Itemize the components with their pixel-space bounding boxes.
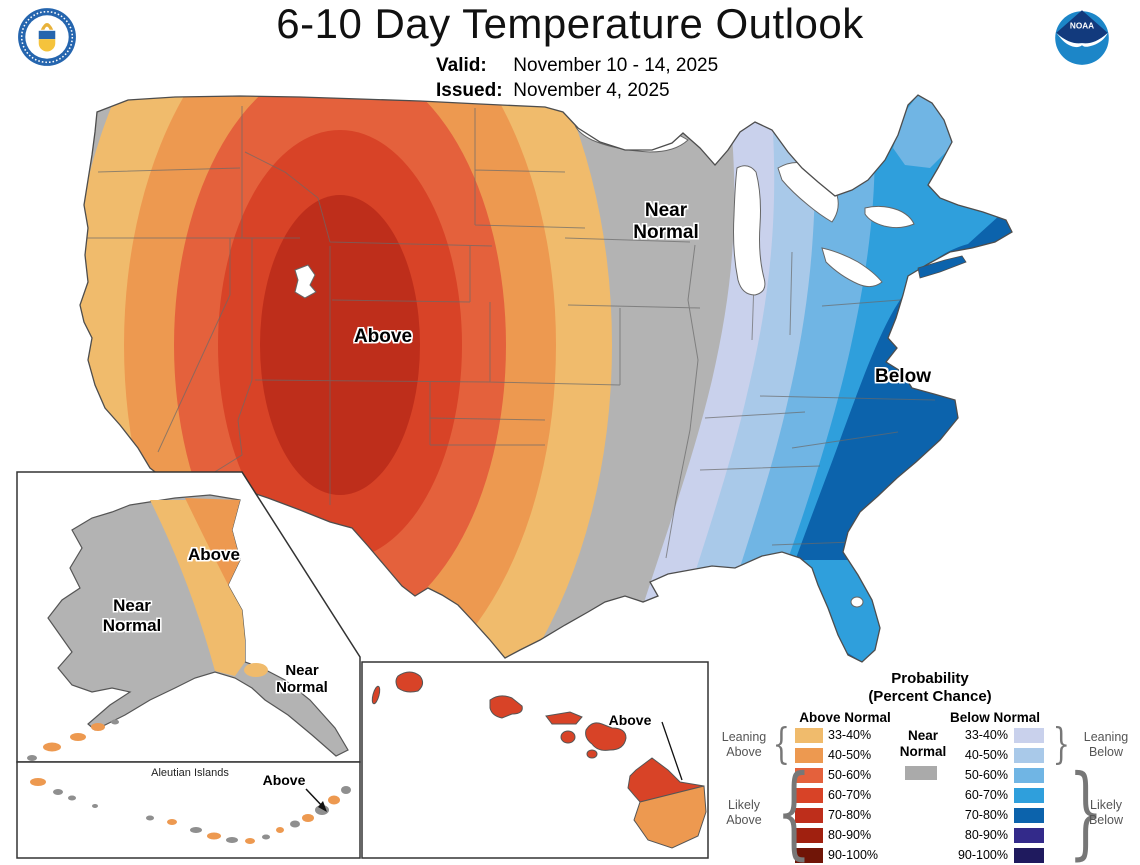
island-maui xyxy=(585,722,627,751)
above-swatch-50-60 xyxy=(795,768,823,783)
legend-title: Probability xyxy=(891,670,969,687)
below-range-33-40: 33-40% xyxy=(964,728,1008,742)
hawaii-above-pointer xyxy=(661,721,683,781)
above-range-70-80: 70-80% xyxy=(828,808,872,822)
aleutian-islands-gray xyxy=(53,786,351,843)
aleutian-above-label: Above xyxy=(262,772,306,788)
state-boundaries xyxy=(86,106,936,559)
above-swatch-40-50 xyxy=(795,748,823,763)
conus-above-label: Above xyxy=(353,326,413,347)
valid-label: Valid: xyxy=(436,55,487,76)
long-island xyxy=(917,255,967,279)
below-range-70-80: 70-80% xyxy=(964,808,1008,822)
valid-value: November 10 - 14, 2025 xyxy=(513,55,719,76)
below-swatch-40-50 xyxy=(1014,748,1044,763)
leaning-below-label: Leaning Below xyxy=(1083,730,1129,759)
issued-label: Issued: xyxy=(436,80,503,101)
legend-below-header: Below Normal xyxy=(949,710,1041,725)
alaska-peninsula-above-spots xyxy=(43,723,105,752)
below-range-40-50: 40-50% xyxy=(964,748,1008,762)
likely-below-brace: } xyxy=(1068,753,1104,865)
conus-outline xyxy=(79,94,1013,663)
below-swatch-70-80 xyxy=(1014,808,1044,823)
likely-above-label: Likely Above xyxy=(726,798,762,827)
issued-line: Issued: November 4, 2025 xyxy=(436,80,670,102)
lake-ontario xyxy=(864,205,915,229)
above-swatch-60-70 xyxy=(795,788,823,803)
probability-legend: Probability (Percent Chance) Above Norma… xyxy=(720,660,1140,865)
below-swatch-33-40 xyxy=(1014,728,1044,743)
legend-above-header: Above Normal xyxy=(799,710,891,725)
above-range-50-60: 50-60% xyxy=(828,768,872,782)
alaska-panhandle-near-normal-label: Near Normal xyxy=(276,662,328,697)
below-swatch-80-90 xyxy=(1014,828,1044,843)
issued-value: November 4, 2025 xyxy=(513,80,670,101)
island-lanai xyxy=(560,730,576,744)
seal-eagle xyxy=(40,23,54,30)
conus-below-label: Below xyxy=(875,366,931,387)
above-swatch-80-90 xyxy=(795,828,823,843)
aleutian-above-arrow xyxy=(305,788,327,812)
above-swatch-90-100 xyxy=(795,848,823,863)
hawaii-above-label: Above xyxy=(608,712,652,728)
island-kahoolawe xyxy=(586,749,598,759)
great-salt-lake xyxy=(294,264,317,299)
alaska-above-label: Above xyxy=(188,545,240,564)
aleutian-islands-above xyxy=(30,778,340,844)
alaska-near-normal-label: Near Normal xyxy=(102,596,162,635)
below-range-50-60: 50-60% xyxy=(964,768,1008,782)
valid-line: Valid: November 10 - 14, 2025 xyxy=(436,55,718,77)
maine-50-60-patch xyxy=(893,95,953,168)
conus-near-normal-label: Near Normal xyxy=(633,200,699,243)
above-range-60-70: 60-70% xyxy=(828,788,872,802)
aleutian-islands-label: Aleutian Islands xyxy=(151,767,229,779)
above-range-33-40: 33-40% xyxy=(828,728,872,742)
near-normal-swatch xyxy=(905,766,937,780)
below-swatch-90-100 xyxy=(1014,848,1044,863)
below-swatch-50-60 xyxy=(1014,768,1044,783)
likely-above-brace: { xyxy=(776,753,812,865)
noaa-logo: NOAA xyxy=(1048,6,1116,73)
alaska-map xyxy=(27,494,349,761)
island-hawaii-south xyxy=(633,785,707,849)
commerce-seal-logo xyxy=(16,6,78,73)
above-range-40-50: 40-50% xyxy=(828,748,872,762)
leaning-above-brace: { xyxy=(772,719,791,768)
island-niihau xyxy=(371,685,381,705)
page-title: 6-10 Day Temperature Outlook xyxy=(276,0,864,47)
above-swatch-33-40 xyxy=(795,728,823,743)
below-range-80-90: 80-90% xyxy=(964,828,1008,842)
alaska-outlying-islands xyxy=(27,719,119,761)
below-swatch-60-70 xyxy=(1014,788,1044,803)
island-kauai xyxy=(395,671,424,693)
likely-below-label: Likely Below xyxy=(1088,798,1124,827)
aleutian-inset-border xyxy=(16,761,361,859)
alaska-above-40-50 xyxy=(185,498,240,600)
alaska-panhandle-above-spot xyxy=(244,663,268,677)
lake-erie xyxy=(821,247,883,288)
above-range-80-90: 80-90% xyxy=(828,828,872,842)
noaa-logo-text: NOAA xyxy=(1070,22,1094,31)
island-molokai xyxy=(545,711,583,725)
lake-michigan xyxy=(733,165,766,296)
legend-near-normal-label: Near Normal xyxy=(899,728,947,760)
above-swatch-70-80 xyxy=(795,808,823,823)
below-range-90-100: 90-100% xyxy=(957,848,1008,862)
island-oahu xyxy=(489,695,523,719)
leaning-above-label: Leaning Above xyxy=(721,730,767,759)
leaning-below-brace: } xyxy=(1052,719,1071,768)
below-range-60-70: 60-70% xyxy=(964,788,1008,802)
lake-okeechobee xyxy=(850,596,864,608)
legend-subtitle: (Percent Chance) xyxy=(868,688,992,705)
above-range-90-100: 90-100% xyxy=(828,848,879,862)
hawaii-islands xyxy=(371,671,705,803)
